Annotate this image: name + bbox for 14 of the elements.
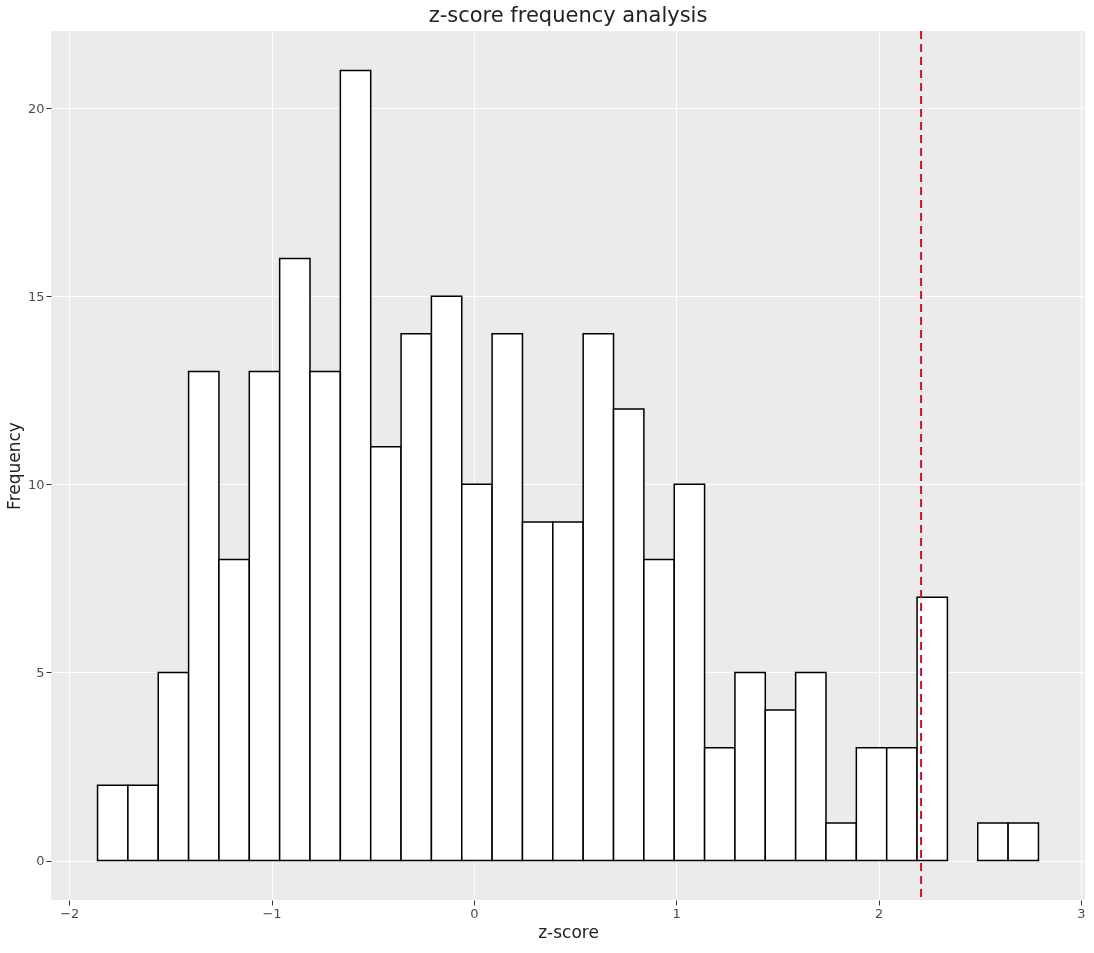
x-tick-label: −2 [60,905,80,921]
chart-title: z-score frequency analysis [428,3,708,27]
x-tick-label: 1 [672,905,681,921]
y-tick-label: 10 [27,476,45,492]
x-tick-label: −1 [262,905,282,921]
y-tick-label: 20 [27,100,45,116]
x-axis-title: z-score [538,921,599,942]
y-tick-label: 15 [27,288,45,304]
y-axis-title: Frequency [3,422,24,510]
y-tick-label: 0 [36,853,45,868]
x-tick-label: 2 [874,905,884,921]
y-tick-label: 5 [36,664,45,680]
x-tick-label: 0 [470,905,479,921]
x-tick-label: 3 [1077,905,1086,921]
